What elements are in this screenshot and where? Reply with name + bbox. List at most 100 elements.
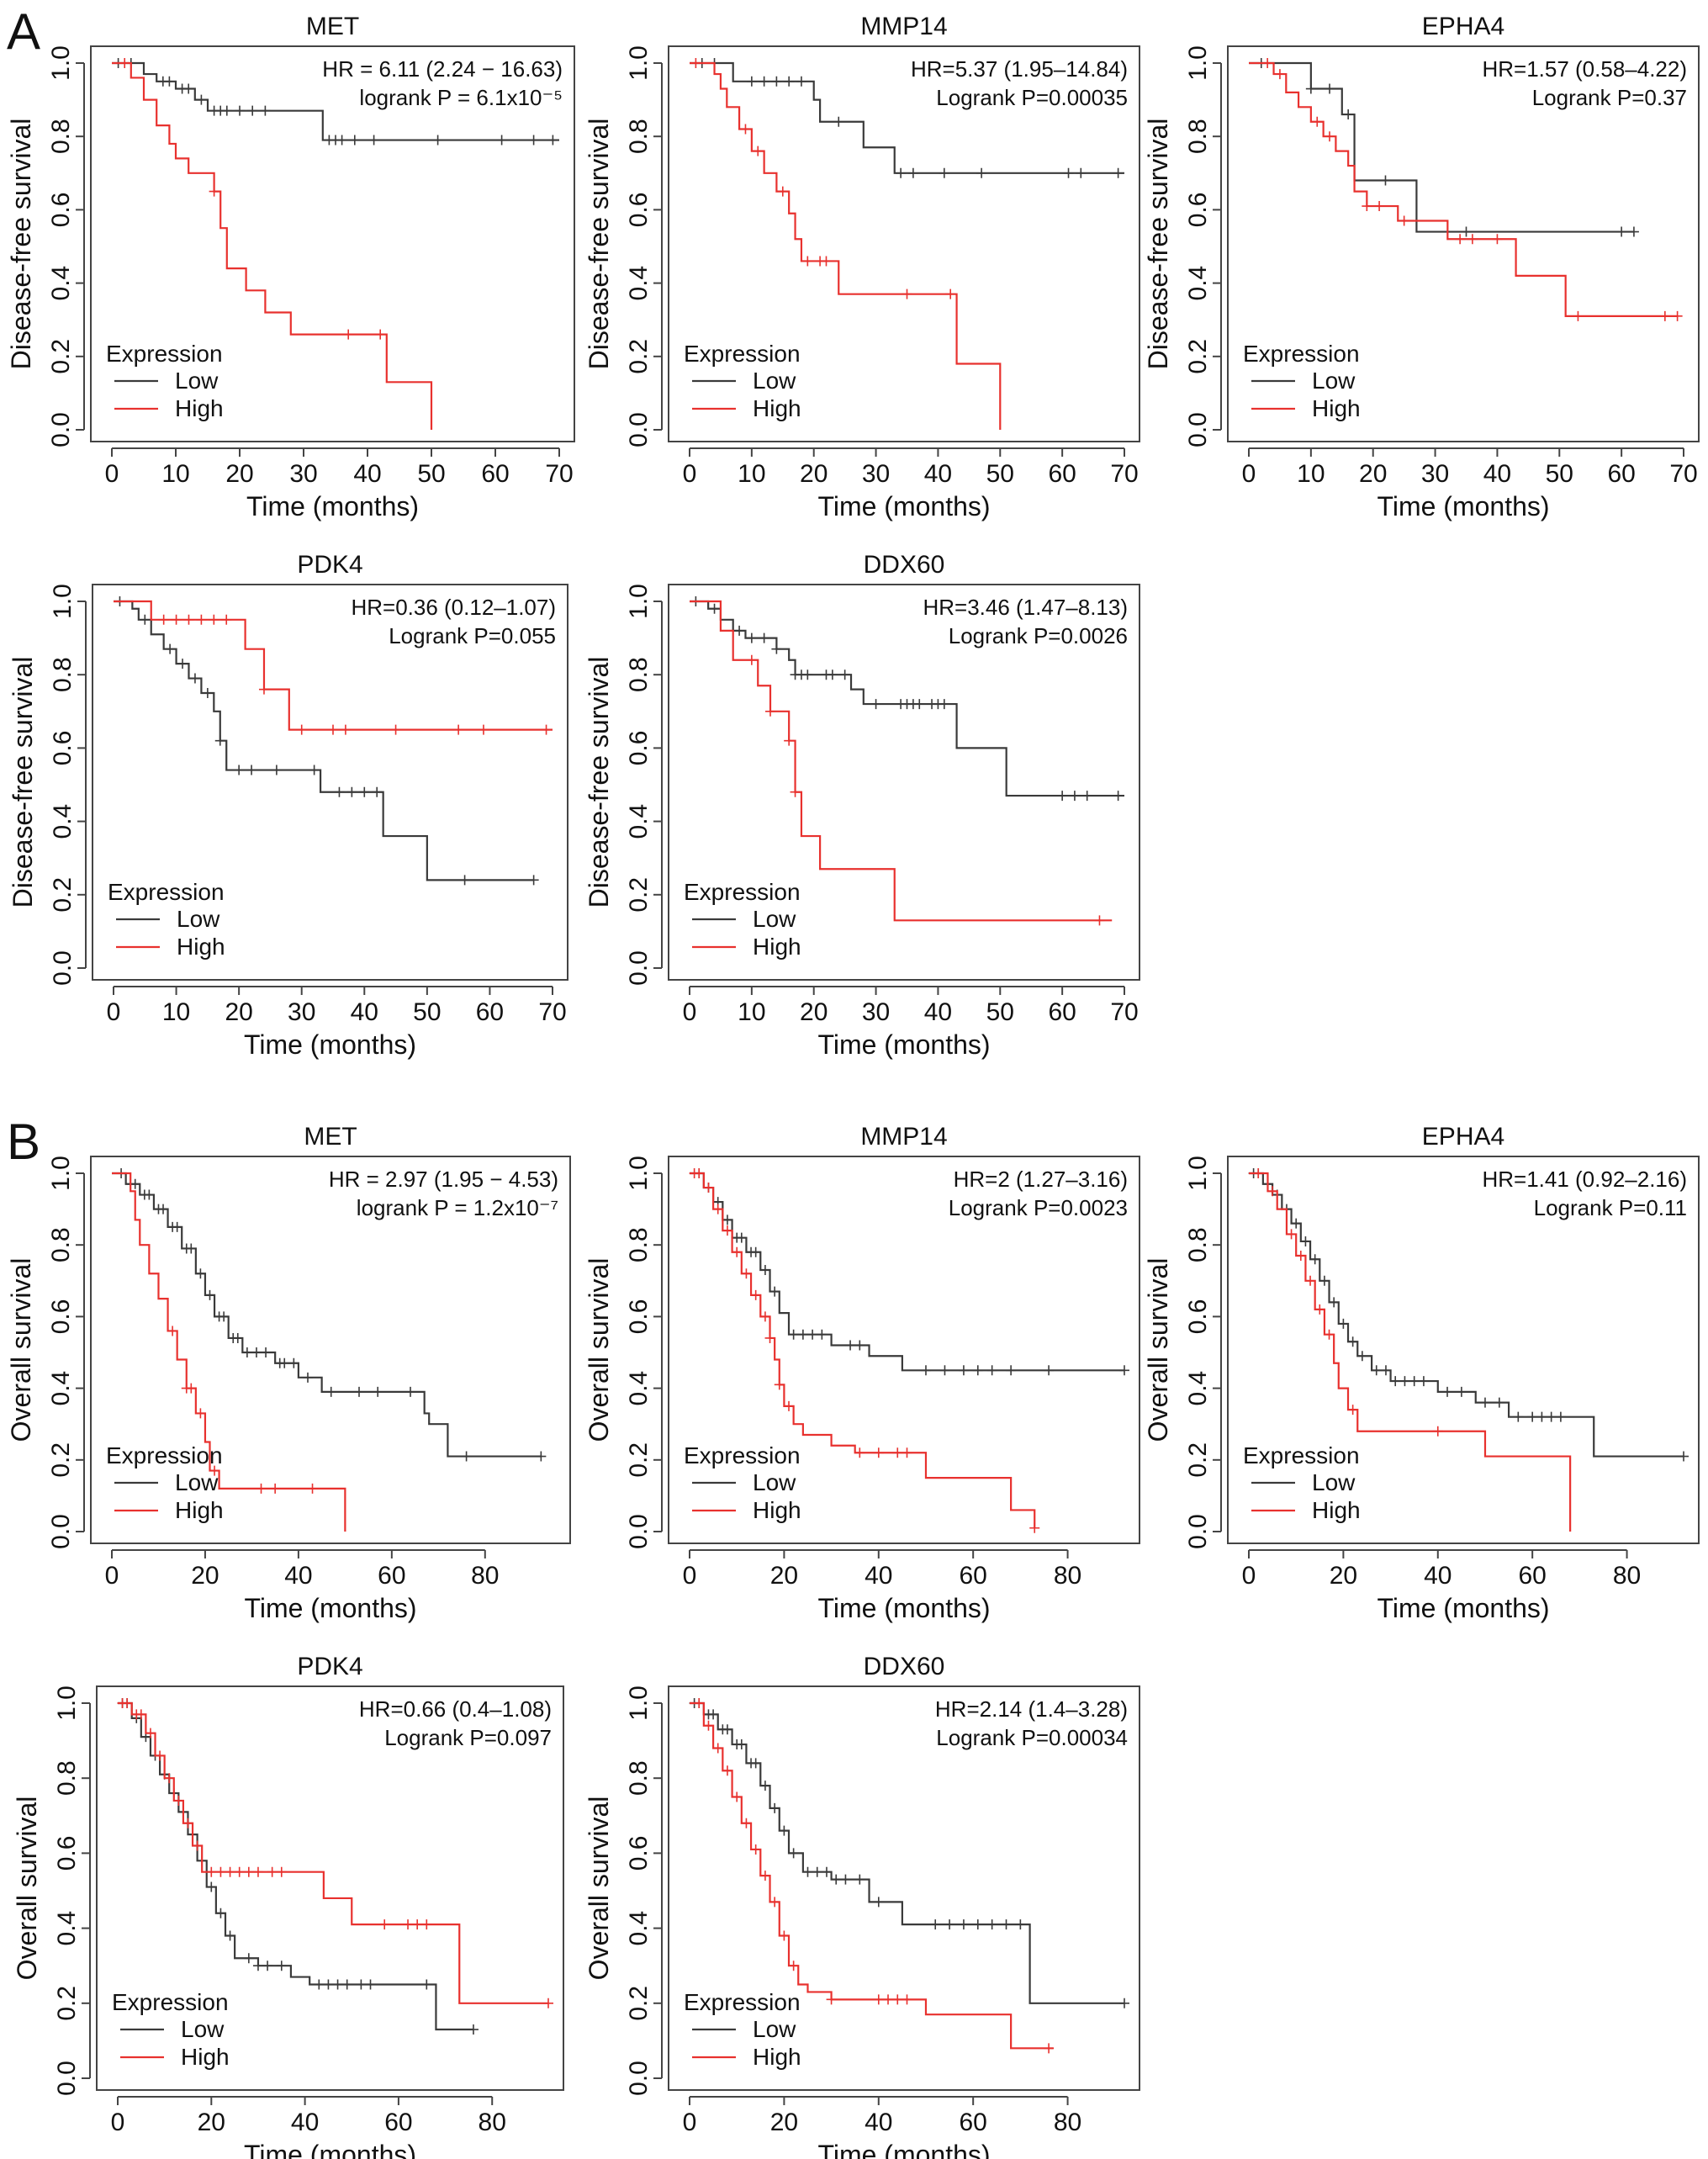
x-axis-label: Time (months) xyxy=(1377,491,1549,521)
censor-mark xyxy=(802,669,813,680)
censor-mark xyxy=(1319,1275,1330,1286)
x-tick-label: 20 xyxy=(800,460,828,488)
censor-mark xyxy=(241,1347,252,1357)
censor-mark xyxy=(817,1329,828,1340)
stat-annotation: Logrank P=0.0023 xyxy=(949,1195,1128,1220)
censor-mark xyxy=(204,1289,215,1300)
stat-annotation: logrank P = 6.1x10⁻⁵ xyxy=(359,85,563,110)
chart-title: MET xyxy=(304,1123,357,1151)
censor-mark xyxy=(256,1483,267,1494)
chart-a-met: MET 0 10 20 30 40 50 60 70 0.0 0.2 0.4 0.6 0.8 1.0 Time… xyxy=(6,13,575,521)
censor-mark xyxy=(709,603,720,614)
censor-mark xyxy=(325,1386,336,1397)
y-tick-label: 0.4 xyxy=(1184,1371,1212,1406)
censor-mark xyxy=(302,1372,313,1383)
legend-label-low: Low xyxy=(753,906,796,932)
censor-mark xyxy=(854,1340,865,1351)
survival-curve-high xyxy=(1249,1172,1572,1532)
censor-mark xyxy=(831,1874,842,1885)
censor-mark xyxy=(247,105,258,116)
x-axis-label: Time (months) xyxy=(1377,1593,1549,1623)
censor-mark xyxy=(1338,1318,1349,1329)
censor-mark xyxy=(219,1311,230,1322)
censor-mark xyxy=(902,1447,912,1458)
censor-mark xyxy=(1672,310,1683,321)
y-tick-label: 0.0 xyxy=(47,412,75,447)
censor-mark xyxy=(196,94,207,105)
censor-mark xyxy=(821,1866,832,1877)
censor-mark xyxy=(690,58,701,68)
censor-mark xyxy=(365,1979,376,1990)
y-tick-label: 0.0 xyxy=(1184,1514,1212,1549)
censor-mark xyxy=(930,1919,941,1930)
y-tick-label: 0.6 xyxy=(1184,1299,1212,1335)
legend-label-high: High xyxy=(753,1497,801,1523)
y-tick-label: 0.6 xyxy=(625,1836,653,1871)
censor-mark xyxy=(902,288,912,299)
y-axis-label: Overall survival xyxy=(584,1797,614,1981)
censor-mark xyxy=(1679,1451,1689,1462)
censor-mark xyxy=(1371,1365,1382,1376)
censor-mark xyxy=(802,256,813,267)
censor-mark xyxy=(753,146,764,156)
chart-b-epha4: EPHA4 0 20 40 60 80 0.0 0.2 0.4 0.6 0.8 1.0 Time (mo… xyxy=(1143,1123,1700,1623)
censor-mark xyxy=(694,1698,705,1708)
censor-mark xyxy=(784,76,795,87)
censor-mark xyxy=(986,1365,997,1376)
y-tick-label: 0.6 xyxy=(53,1836,81,1871)
x-tick-label: 10 xyxy=(738,998,765,1026)
chart-title: DDX60 xyxy=(864,551,945,579)
censor-mark xyxy=(206,1881,217,1892)
censor-mark xyxy=(712,1743,723,1754)
stat-annotation: HR=5.37 (1.95–14.84) xyxy=(911,56,1128,82)
censor-mark xyxy=(902,1994,912,2005)
censor-mark xyxy=(1325,83,1335,94)
censor-mark xyxy=(769,1802,780,1813)
censor-mark xyxy=(1432,1426,1443,1437)
censor-mark xyxy=(741,1818,752,1828)
censor-mark xyxy=(784,735,795,746)
censor-mark xyxy=(405,1386,416,1397)
censor-mark xyxy=(821,256,832,267)
survival-curve-high xyxy=(690,1172,1036,1528)
censor-mark xyxy=(356,1979,367,1990)
y-tick-label: 0.2 xyxy=(1184,339,1212,374)
censor-mark xyxy=(262,1961,273,1971)
censor-mark xyxy=(368,135,379,146)
legend-label-low: Low xyxy=(177,906,220,932)
y-tick-label: 0.2 xyxy=(625,339,653,374)
legend-title: Expression xyxy=(1243,341,1360,367)
censor-mark xyxy=(375,329,386,340)
stat-annotation: Logrank P=0.11 xyxy=(1534,1195,1687,1220)
censor-mark xyxy=(765,706,776,717)
censor-mark xyxy=(1546,1411,1557,1422)
censor-mark xyxy=(206,1866,217,1877)
y-tick-label: 0.4 xyxy=(47,1371,75,1406)
censor-mark xyxy=(1305,83,1316,94)
x-tick-label: 60 xyxy=(959,2109,986,2136)
censor-mark xyxy=(1029,1522,1040,1533)
censor-mark xyxy=(802,1866,813,1877)
censor-mark xyxy=(870,699,881,710)
censor-mark xyxy=(722,1765,732,1776)
y-tick-label: 1.0 xyxy=(625,45,653,81)
y-tick-label: 0.2 xyxy=(625,1442,653,1478)
y-tick-label: 0.2 xyxy=(47,339,75,374)
censor-mark xyxy=(258,684,269,695)
stat-annotation: HR=0.36 (0.12–1.07) xyxy=(351,595,556,620)
chart-title: MET xyxy=(306,13,359,40)
censor-mark xyxy=(873,1447,884,1458)
censor-mark xyxy=(736,1739,747,1750)
y-tick-label: 0.0 xyxy=(1184,412,1212,447)
legend-title: Expression xyxy=(684,879,801,905)
x-axis-label: Time (months) xyxy=(817,1593,990,1623)
legend-label-high: High xyxy=(175,1497,224,1523)
censor-mark xyxy=(432,135,443,146)
censor-mark xyxy=(1312,116,1323,127)
censor-mark xyxy=(1267,1186,1278,1197)
chart-title: DDX60 xyxy=(864,1653,945,1680)
x-tick-label: 0 xyxy=(1242,460,1256,488)
censor-mark xyxy=(1006,1365,1017,1376)
x-tick-label: 10 xyxy=(162,998,190,1026)
censor-mark xyxy=(421,1979,432,1990)
